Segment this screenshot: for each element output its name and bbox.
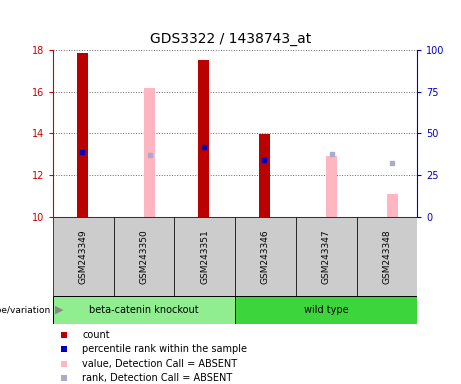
Text: wild type: wild type [304, 305, 349, 315]
Text: percentile rank within the sample: percentile rank within the sample [82, 344, 247, 354]
Text: genotype/variation: genotype/variation [0, 306, 51, 314]
Bar [387, 194, 398, 217]
Bar [235, 296, 417, 324]
Bar [114, 217, 174, 296]
Bar [174, 217, 235, 296]
Bar [144, 88, 155, 217]
Text: GSM243348: GSM243348 [382, 229, 391, 284]
Text: value, Detection Call = ABSENT: value, Detection Call = ABSENT [82, 359, 237, 369]
Bar [77, 53, 88, 217]
Bar [326, 156, 337, 217]
Text: GSM243350: GSM243350 [140, 229, 148, 284]
Text: ▶: ▶ [55, 305, 64, 315]
Bar [198, 60, 209, 217]
Bar [296, 217, 356, 296]
Text: GSM243347: GSM243347 [322, 229, 331, 284]
Bar [235, 217, 296, 296]
Text: GDS3322 / 1438743_at: GDS3322 / 1438743_at [150, 32, 311, 46]
Text: count: count [82, 330, 110, 340]
Text: GSM243346: GSM243346 [261, 229, 270, 284]
Text: rank, Detection Call = ABSENT: rank, Detection Call = ABSENT [82, 373, 232, 383]
Text: GSM243349: GSM243349 [79, 229, 88, 284]
Bar [53, 296, 235, 324]
Bar [259, 134, 270, 217]
Bar [356, 217, 417, 296]
Text: GSM243351: GSM243351 [200, 229, 209, 284]
Text: beta-catenin knockout: beta-catenin knockout [89, 305, 199, 315]
Bar [53, 217, 114, 296]
